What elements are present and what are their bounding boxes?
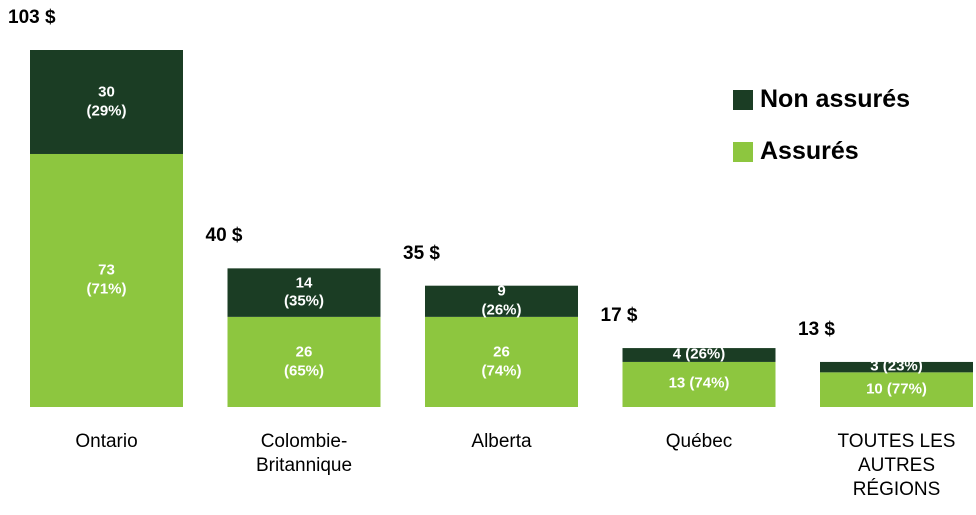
bar-segment — [227, 268, 381, 317]
bar-segment — [227, 316, 381, 407]
x-tick-label: Ontario — [75, 431, 138, 452]
x-tick-label: Québec — [665, 431, 733, 452]
total-label: 40 $ — [205, 225, 243, 247]
total-label: 17 $ — [600, 305, 638, 327]
total-label: 103 $ — [8, 7, 56, 28]
value-label: 26 (65%) — [283, 343, 324, 379]
value-label: 14 (35%) — [283, 273, 324, 310]
value-label: 73 (71%) — [86, 261, 127, 298]
bar-segment — [425, 316, 578, 407]
legend-swatch — [733, 90, 753, 110]
total-label: 35 $ — [403, 242, 440, 264]
bar-segment — [820, 361, 973, 373]
bar-segment — [622, 348, 776, 362]
value-label: 9 (26%) — [481, 282, 522, 319]
value-label: 4 (26%) — [672, 345, 726, 363]
value-label: 3 (23%) — [870, 357, 923, 375]
value-label: 13 (74%) — [668, 375, 730, 393]
legend-label: Assurés — [760, 137, 859, 165]
total-label: 13 $ — [798, 318, 835, 340]
bar-segment — [425, 285, 578, 317]
bar-segment — [622, 361, 776, 407]
value-label: 30 (29%) — [86, 83, 127, 119]
x-tick-label: Alberta — [471, 431, 532, 452]
legend-label: Non assurés — [760, 85, 911, 113]
legend-swatch — [733, 142, 753, 162]
value-label: 26 (74%) — [481, 343, 522, 379]
value-label: 10 (77%) — [866, 380, 927, 398]
bar-segment — [30, 50, 183, 154]
bar-segment — [30, 153, 183, 407]
bar-segment — [820, 372, 973, 407]
x-tick-label: Colombie- Britannique — [255, 431, 353, 476]
x-tick-label: TOUTES LES AUTRES RÉGIONS — [837, 431, 956, 500]
